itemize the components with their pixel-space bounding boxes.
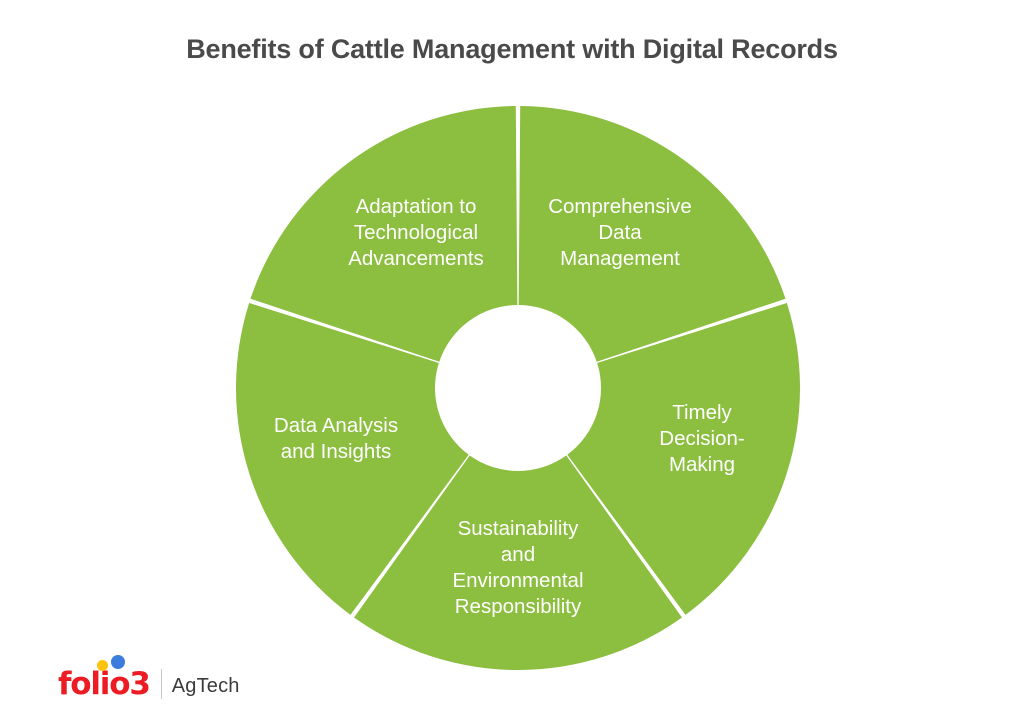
donut-slice[interactable]: [354, 455, 682, 671]
donut-slice-group: [236, 106, 800, 671]
folio3-agtech-logo: folio3 AgTech: [58, 654, 240, 700]
page-title: Benefits of Cattle Management with Digit…: [186, 34, 838, 64]
logo-suffix-text: AgTech: [171, 675, 240, 697]
blue-dot-icon: [111, 655, 125, 669]
yellow-dot-icon: [97, 660, 108, 671]
logo-word-text: folio3: [58, 666, 151, 702]
donut-slice[interactable]: [518, 106, 786, 362]
donut-slice[interactable]: [236, 302, 469, 615]
donut-slice[interactable]: [567, 302, 800, 615]
folio3-wordmark: folio3: [58, 655, 151, 702]
donut-slice[interactable]: [250, 106, 518, 362]
logo-divider: [160, 669, 162, 699]
